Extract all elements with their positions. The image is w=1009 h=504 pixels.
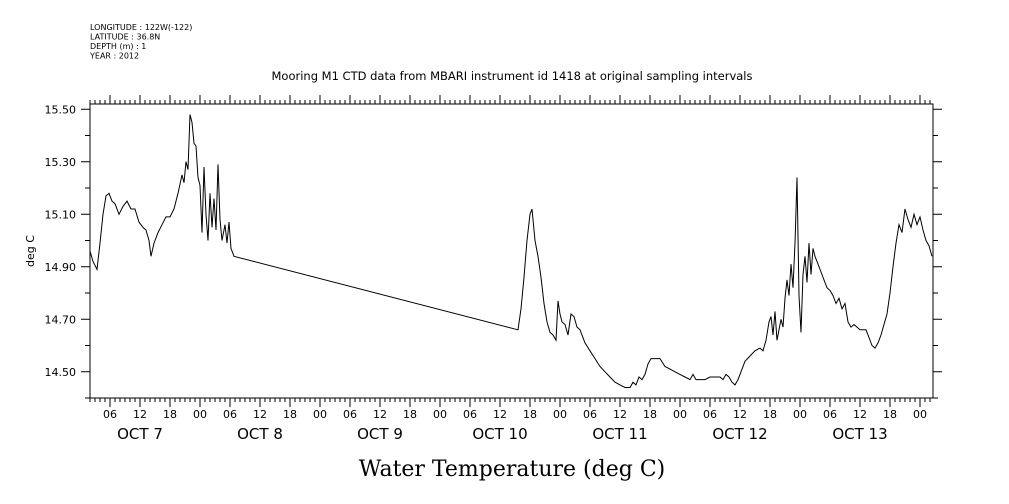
metadata-header: LONGITUDE : 122W(-122)LATITUDE : 36.8NDE… — [89, 23, 192, 61]
day-label: OCT 8 — [237, 425, 283, 443]
x-axis-label: Water Temperature (deg C) — [359, 457, 666, 482]
header-line: DEPTH (m) : 1 — [90, 42, 146, 51]
day-label: OCT 12 — [712, 425, 767, 443]
day-label: OCT 13 — [832, 425, 887, 443]
y-tick-label: 14.90 — [45, 261, 77, 274]
chart-title: Mooring M1 CTD data from MBARI instrumen… — [272, 69, 753, 83]
day-label: OCT 9 — [357, 425, 403, 443]
x-tick-label: 18 — [643, 408, 657, 421]
x-tick-label: 18 — [283, 408, 297, 421]
x-tick-label: 12 — [853, 408, 867, 421]
y-tick-label: 15.30 — [45, 156, 77, 169]
x-tick-label: 00 — [313, 408, 327, 421]
x-tick-label: 00 — [433, 408, 447, 421]
x-tick-label: 06 — [703, 408, 717, 421]
x-tick-label: 12 — [373, 408, 387, 421]
x-tick-label: 06 — [103, 408, 117, 421]
x-tick-label: 06 — [343, 408, 357, 421]
x-tick-label: 18 — [403, 408, 417, 421]
day-label: OCT 7 — [117, 425, 163, 443]
x-tick-label: 06 — [223, 408, 237, 421]
x-tick-label: 00 — [553, 408, 567, 421]
header-line: YEAR : 2012 — [89, 52, 139, 61]
x-tick-label: 18 — [163, 408, 177, 421]
x-tick-label: 06 — [583, 408, 597, 421]
day-labels: OCT 7 OCT 8 OCT 9 OCT 10 OCT 11 OCT 12 OCT 13 — [117, 425, 888, 443]
day-label: OCT 11 — [592, 425, 647, 443]
header-line: LATITUDE : 36.8N — [90, 33, 160, 42]
y-tick-label: 15.10 — [45, 208, 77, 221]
x-tick-label: 12 — [133, 408, 147, 421]
x-tick-label: 00 — [193, 408, 207, 421]
x-tick-label: 12 — [733, 408, 747, 421]
header-line: LONGITUDE : 122W(-122) — [90, 23, 192, 32]
day-label: OCT 10 — [472, 425, 527, 443]
x-tick-label: 00 — [913, 408, 927, 421]
x-tick-label: 18 — [523, 408, 537, 421]
x-tick-label: 18 — [763, 408, 777, 421]
x-tick-label: 00 — [793, 408, 807, 421]
y-tick-label: 15.50 — [45, 103, 77, 116]
plot-frame — [89, 103, 934, 399]
temperature-series-line — [89, 114, 933, 388]
y-tick-label: 14.50 — [45, 366, 77, 379]
y-tick-label: 14.70 — [45, 313, 77, 326]
x-axis: 06 12 18 00 06 12 18 00 06 12 18 00 06 12 18 00 06 12 18 00… — [89, 95, 931, 421]
y-axis: 14.50 14.70 14.90 15.10 15.30 15.50 — [45, 103, 942, 399]
x-tick-label: 12 — [613, 408, 627, 421]
x-tick-label: 00 — [673, 408, 687, 421]
x-tick-label: 12 — [253, 408, 267, 421]
x-tick-label: 12 — [493, 408, 507, 421]
x-tick-label: 18 — [883, 408, 897, 421]
x-tick-label: 06 — [823, 408, 837, 421]
y-axis-label: deg C — [24, 235, 37, 267]
x-tick-label: 06 — [463, 408, 477, 421]
